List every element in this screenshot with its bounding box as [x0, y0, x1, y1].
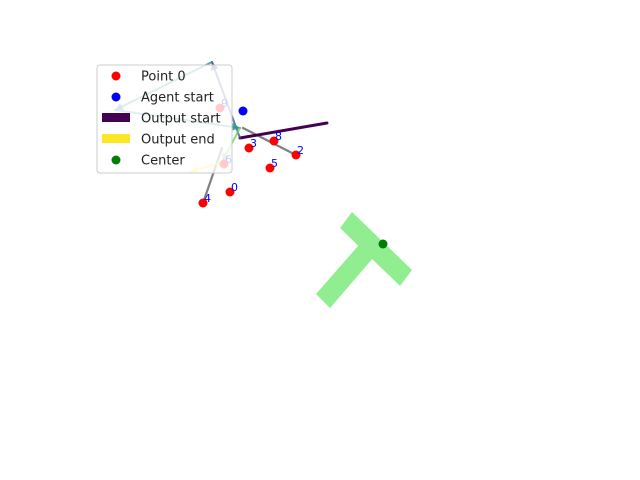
- legend-label-center: Center: [141, 154, 185, 169]
- point-label-2: 2: [297, 144, 304, 157]
- point-0: [225, 187, 235, 197]
- t-shape-region: [316, 212, 412, 308]
- point-label-4: 4: [204, 192, 211, 205]
- legend-marker-center: [111, 155, 121, 165]
- gray-segment-0: [241, 126, 298, 157]
- t-shape-bar-1: [316, 238, 380, 308]
- legend-marker-output-start: [102, 113, 130, 122]
- legend: Point 0 Agent start Output start Output …: [96, 64, 233, 174]
- output-path-arrowhead-3: [231, 122, 240, 131]
- legend-marker-point-0: [111, 71, 121, 81]
- center-marker: [378, 239, 388, 249]
- point-4: [198, 198, 208, 208]
- legend-label-point-0: Point 0: [141, 70, 186, 85]
- point-2: [291, 150, 301, 160]
- output-path-segment-0: [238, 121, 329, 140]
- legend-label-agent-start: Agent start: [141, 91, 214, 106]
- legend-marker-output-end: [102, 134, 130, 143]
- point-label-3: 3: [250, 137, 257, 150]
- legend-box: [96, 64, 233, 174]
- legend-label-output-end: Output end: [141, 133, 215, 148]
- point-label-0: 0: [231, 181, 238, 194]
- point-label-8: 8: [275, 130, 282, 143]
- point-8: [269, 136, 279, 146]
- point-3: [244, 143, 254, 153]
- agent-start-marker: [238, 106, 248, 116]
- legend-label-output-start: Output start: [141, 112, 221, 127]
- legend-marker-agent-start: [111, 92, 121, 102]
- special-markers: [238, 106, 388, 249]
- point-label-5: 5: [271, 157, 278, 170]
- point-5: [265, 163, 275, 173]
